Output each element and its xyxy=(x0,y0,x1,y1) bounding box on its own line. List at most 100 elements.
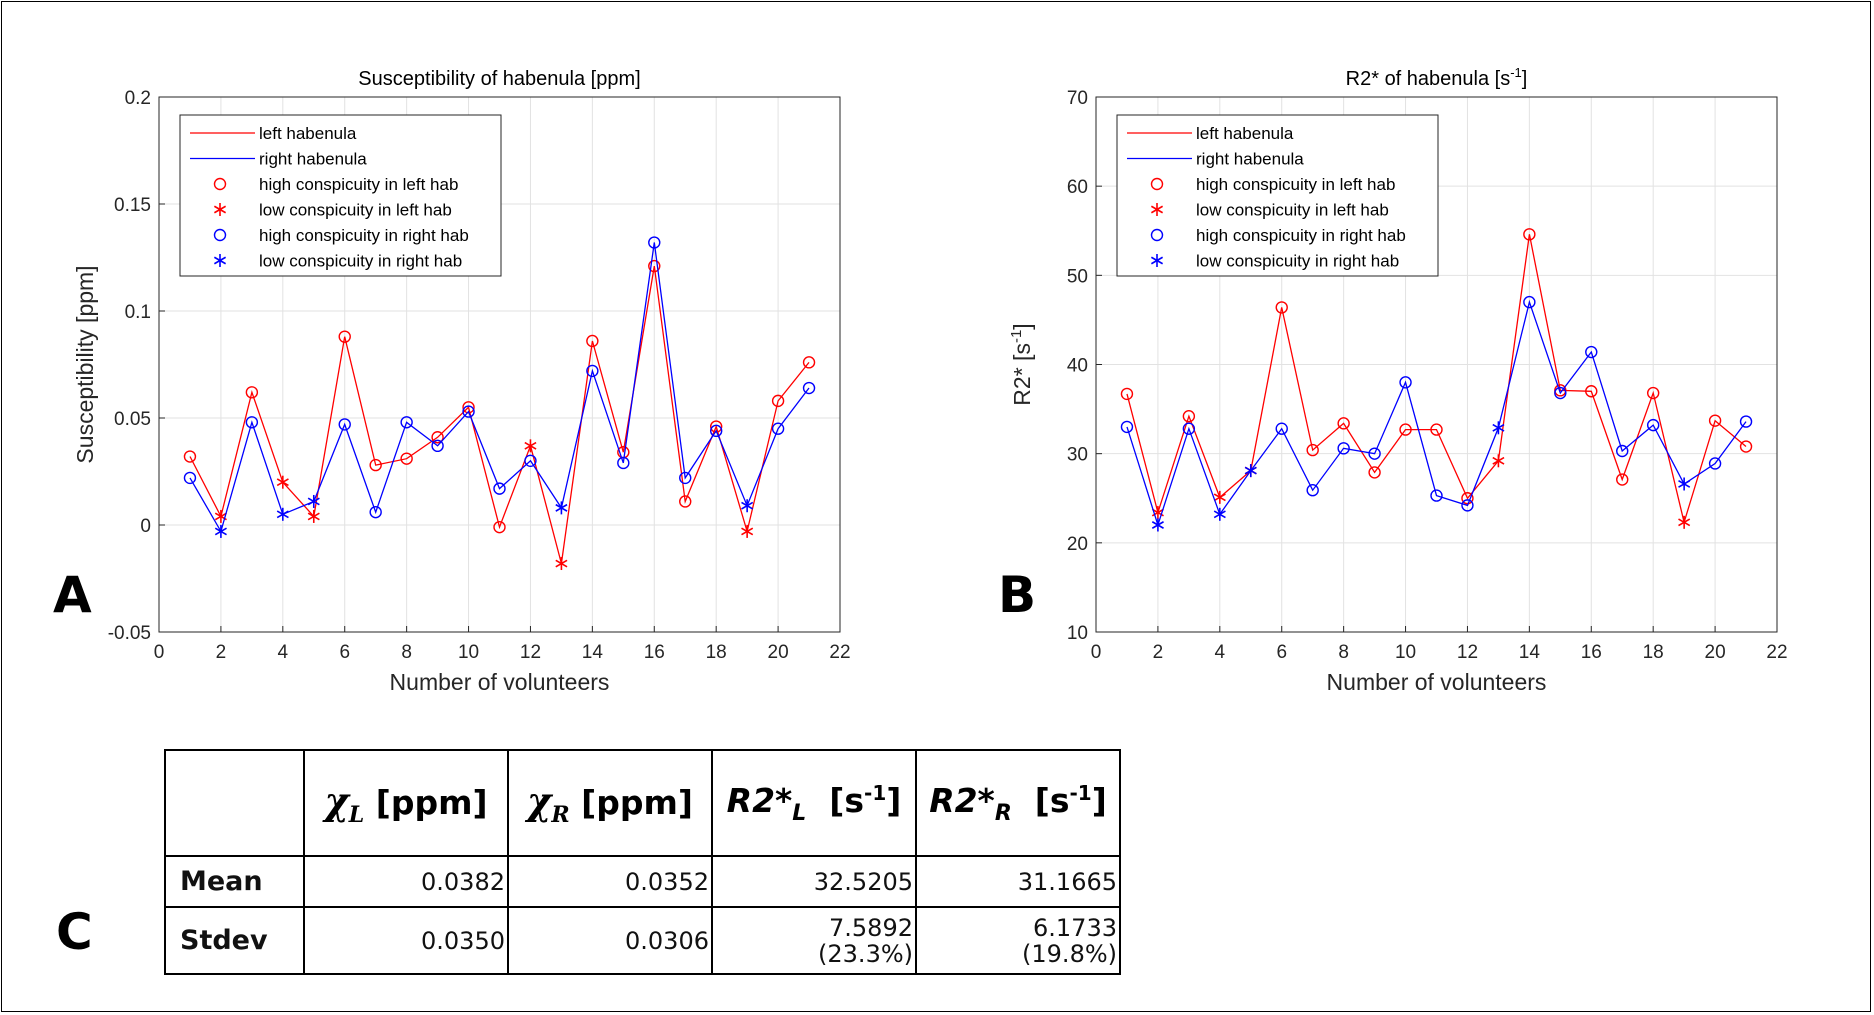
data-point-right-stroke xyxy=(307,497,320,506)
table-header-row: χL [ppm] χR [ppm] R2*L [s-1] R2*R [s-1] xyxy=(164,749,1121,857)
legend-entry: left habenula xyxy=(259,124,357,143)
data-point-left xyxy=(1616,473,1629,486)
data-point-right xyxy=(1492,421,1505,435)
data-point-left xyxy=(1213,490,1226,504)
legend-entry: high conspicuity in left hab xyxy=(1196,175,1395,194)
data-point-right xyxy=(214,524,227,538)
legend-star-marker-stroke xyxy=(1150,256,1164,265)
data-point-right xyxy=(586,364,599,378)
x-tick-label: 10 xyxy=(458,642,479,663)
x-tick-label: 0 xyxy=(154,642,165,663)
x-tick-label: 18 xyxy=(1643,642,1664,663)
legend-entry: high conspicuity in right hab xyxy=(259,226,469,245)
data-point-left xyxy=(524,439,537,453)
y-tick-label: -0.05 xyxy=(108,623,151,644)
data-point-right xyxy=(493,482,506,495)
data-point-left xyxy=(245,386,259,399)
data-point-left xyxy=(1399,423,1412,436)
data-point-right xyxy=(1616,444,1629,458)
legend-entry: low conspicuity in right hab xyxy=(259,252,462,271)
data-point-right xyxy=(1554,386,1567,400)
data-point-left xyxy=(276,475,289,489)
data-point-right-stroke xyxy=(741,501,754,510)
cell-stdev-r2-left-percent: (23.3%) xyxy=(818,939,913,968)
legend-star-marker xyxy=(1150,203,1164,216)
data-point-right xyxy=(1213,507,1226,521)
y-tick-label: 20 xyxy=(1067,534,1088,555)
charta-title: Susceptibility of habenula [ppm] xyxy=(358,68,640,90)
y-tick-label: 40 xyxy=(1067,356,1088,377)
x-tick-label: 8 xyxy=(401,642,412,663)
cell-stdev-chi-left: 0.0350 xyxy=(303,906,509,975)
data-point-right xyxy=(1523,295,1536,309)
legend-circle-marker xyxy=(213,228,227,242)
x-tick-label: 4 xyxy=(1215,642,1226,663)
x-tick-label: 22 xyxy=(829,642,850,663)
data-point-left xyxy=(369,458,382,472)
y-tick-label: 0.2 xyxy=(125,88,151,109)
cell-mean-chi-left: 0.0382 xyxy=(303,855,509,908)
data-point-right xyxy=(1678,477,1691,491)
col-header-chi-left: χL [ppm] xyxy=(303,749,509,857)
charta-legend-box xyxy=(179,114,502,277)
data-point-left-stroke xyxy=(1492,456,1505,465)
cell-mean-r2-right: 31.1665 xyxy=(915,855,1121,908)
data-point-right xyxy=(1739,415,1753,428)
data-point-right xyxy=(648,236,661,249)
ylabel-end: ] xyxy=(1009,323,1035,329)
legend-star-marker-stroke xyxy=(1150,205,1164,214)
x-tick-label: 2 xyxy=(1153,642,1164,663)
data-point-left xyxy=(1646,386,1660,400)
data-point-left xyxy=(679,495,692,508)
charta-axes-box xyxy=(158,96,841,633)
data-point-right xyxy=(462,405,475,418)
legend-circle-marker xyxy=(1150,177,1164,191)
cell-stdev-r2-left-value: 7.5892 xyxy=(829,913,913,942)
legend-star-marker-stroke xyxy=(213,256,227,265)
col-header-r2-right: R2*R [s-1] xyxy=(915,749,1121,857)
data-point-right-stroke xyxy=(1678,480,1691,488)
data-point-left xyxy=(648,259,661,273)
x-tick-label: 14 xyxy=(582,642,604,663)
data-point-left-stroke xyxy=(276,478,289,487)
data-point-right-stroke xyxy=(1151,521,1164,529)
data-point-left-stroke xyxy=(524,441,537,450)
data-point-left xyxy=(307,509,320,523)
x-tick-label: 8 xyxy=(1338,642,1349,663)
series-line-right xyxy=(189,242,810,534)
x-tick-label: 4 xyxy=(278,642,289,663)
chartb-legend-box xyxy=(1116,114,1439,277)
chartb-y-axis-label: R2* [s-1] xyxy=(1008,323,1035,405)
data-point-right xyxy=(1585,345,1598,359)
legend-entry: high conspicuity in left hab xyxy=(259,175,458,194)
data-point-right-stroke xyxy=(1213,510,1226,519)
series-line-left xyxy=(189,265,810,564)
data-point-left xyxy=(1492,454,1505,468)
x-tick-label: 2 xyxy=(216,642,227,663)
charta-y-axis-label: Susceptibility [ppm] xyxy=(72,265,98,463)
title-end: ] xyxy=(1522,68,1528,90)
data-point-left xyxy=(1306,443,1319,457)
data-point-left xyxy=(1337,417,1350,430)
chart-r2star: 0 2 4 6 8 10 12 14 16 18 20 22 10 20 30 40 50 60 70 R2* of … xyxy=(1008,65,1788,695)
data-point-right xyxy=(1708,457,1722,470)
data-point-left xyxy=(1739,440,1753,453)
col-header-chi-right: χR [ppm] xyxy=(507,749,713,857)
data-point-right-stroke xyxy=(555,503,568,512)
y-tick-label: 30 xyxy=(1067,445,1088,466)
data-point-left xyxy=(1523,228,1536,241)
x-tick-label: 6 xyxy=(1276,642,1287,663)
x-tick-label: 12 xyxy=(520,642,541,663)
data-point-left xyxy=(555,557,568,571)
data-point-right-stroke xyxy=(1244,466,1257,475)
data-point-left xyxy=(1585,385,1598,398)
data-point-right xyxy=(1244,464,1257,478)
data-point-left xyxy=(1678,515,1691,529)
table-corner-cell xyxy=(164,749,305,857)
data-point-right xyxy=(709,424,723,438)
y-tick-label: 10 xyxy=(1067,623,1088,644)
legend-entry: low conspicuity in right hab xyxy=(1196,252,1399,271)
cell-stdev-r2-left: 7.5892 (23.3%) xyxy=(711,906,917,975)
table-row-mean: Mean 0.0382 0.0352 32.5205 31.1665 xyxy=(164,855,1121,908)
data-point-right xyxy=(555,501,568,515)
